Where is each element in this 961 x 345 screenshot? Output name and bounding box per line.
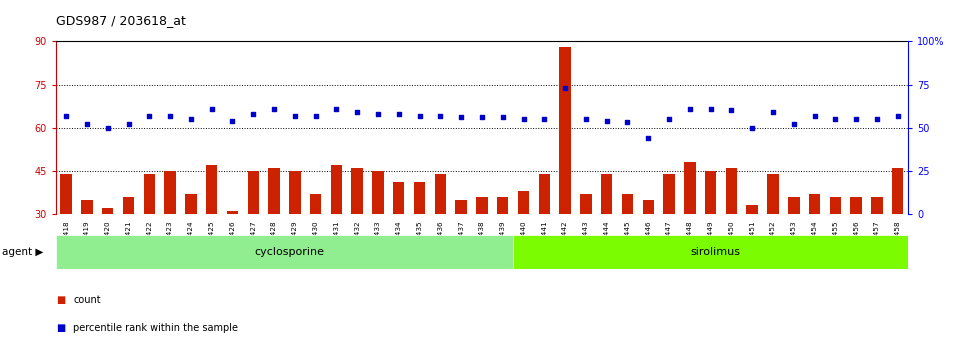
Bar [227, 211, 238, 214]
Bar [622, 194, 633, 214]
Point [536, 116, 552, 122]
Point [745, 125, 760, 130]
Bar [809, 194, 821, 214]
Point [765, 109, 780, 115]
Point [579, 116, 594, 122]
Point [370, 111, 385, 117]
Point [329, 106, 344, 111]
Point [702, 106, 718, 111]
Point [59, 113, 74, 118]
Bar [102, 208, 113, 214]
Bar [850, 197, 862, 214]
Bar [663, 174, 675, 214]
Point [184, 116, 199, 122]
Point [849, 116, 864, 122]
Bar [352, 168, 363, 214]
Point [308, 113, 323, 118]
Bar [477, 197, 487, 214]
Point [599, 118, 614, 124]
Bar [372, 171, 383, 214]
Point [162, 113, 178, 118]
Point [100, 125, 115, 130]
Point [870, 116, 885, 122]
Point [620, 120, 635, 125]
Text: count: count [73, 295, 101, 305]
Bar [331, 165, 342, 214]
Bar [580, 194, 592, 214]
Bar [123, 197, 135, 214]
Text: cyclosporine: cyclosporine [255, 247, 325, 257]
Point [225, 118, 240, 124]
Bar [643, 199, 654, 214]
Point [141, 113, 157, 118]
Bar [164, 171, 176, 214]
Point [807, 113, 823, 118]
Point [350, 109, 365, 115]
Bar [206, 165, 217, 214]
Point [786, 121, 801, 127]
Point [204, 106, 219, 111]
Point [827, 116, 843, 122]
Bar [456, 199, 467, 214]
Point [724, 108, 739, 113]
Point [557, 85, 573, 91]
Text: sirolimus: sirolimus [691, 247, 741, 257]
Bar [61, 174, 72, 214]
Bar [248, 171, 259, 214]
Text: ■: ■ [56, 323, 65, 333]
Bar [518, 191, 530, 214]
Bar [601, 174, 612, 214]
Point [432, 113, 448, 118]
Point [412, 113, 428, 118]
Bar [788, 197, 800, 214]
Bar [309, 194, 321, 214]
Point [79, 121, 94, 127]
Point [266, 106, 282, 111]
Bar [82, 199, 92, 214]
Text: GDS987 / 203618_at: GDS987 / 203618_at [56, 14, 185, 27]
Bar [726, 168, 737, 214]
Bar [289, 171, 301, 214]
Bar [872, 197, 882, 214]
Bar [393, 182, 405, 214]
Point [246, 111, 261, 117]
Point [516, 116, 531, 122]
Bar [829, 197, 841, 214]
Point [287, 113, 303, 118]
Point [890, 113, 905, 118]
Bar [434, 174, 446, 214]
Point [495, 115, 510, 120]
Bar [414, 182, 426, 214]
Point [641, 135, 656, 141]
Bar [705, 171, 716, 214]
Bar [559, 47, 571, 214]
Bar [747, 205, 758, 214]
Text: ■: ■ [56, 295, 65, 305]
Text: agent ▶: agent ▶ [2, 247, 43, 257]
Point [661, 116, 677, 122]
Bar [767, 174, 778, 214]
Bar [185, 194, 197, 214]
Bar [497, 197, 508, 214]
Bar [892, 168, 903, 214]
Bar [56, 235, 513, 269]
Bar [538, 174, 550, 214]
Bar [684, 162, 696, 214]
Point [121, 121, 136, 127]
Bar [268, 168, 280, 214]
Bar [143, 174, 155, 214]
Point [391, 111, 407, 117]
Point [454, 115, 469, 120]
Bar [513, 235, 908, 269]
Text: percentile rank within the sample: percentile rank within the sample [73, 323, 238, 333]
Point [682, 106, 698, 111]
Point [475, 115, 490, 120]
